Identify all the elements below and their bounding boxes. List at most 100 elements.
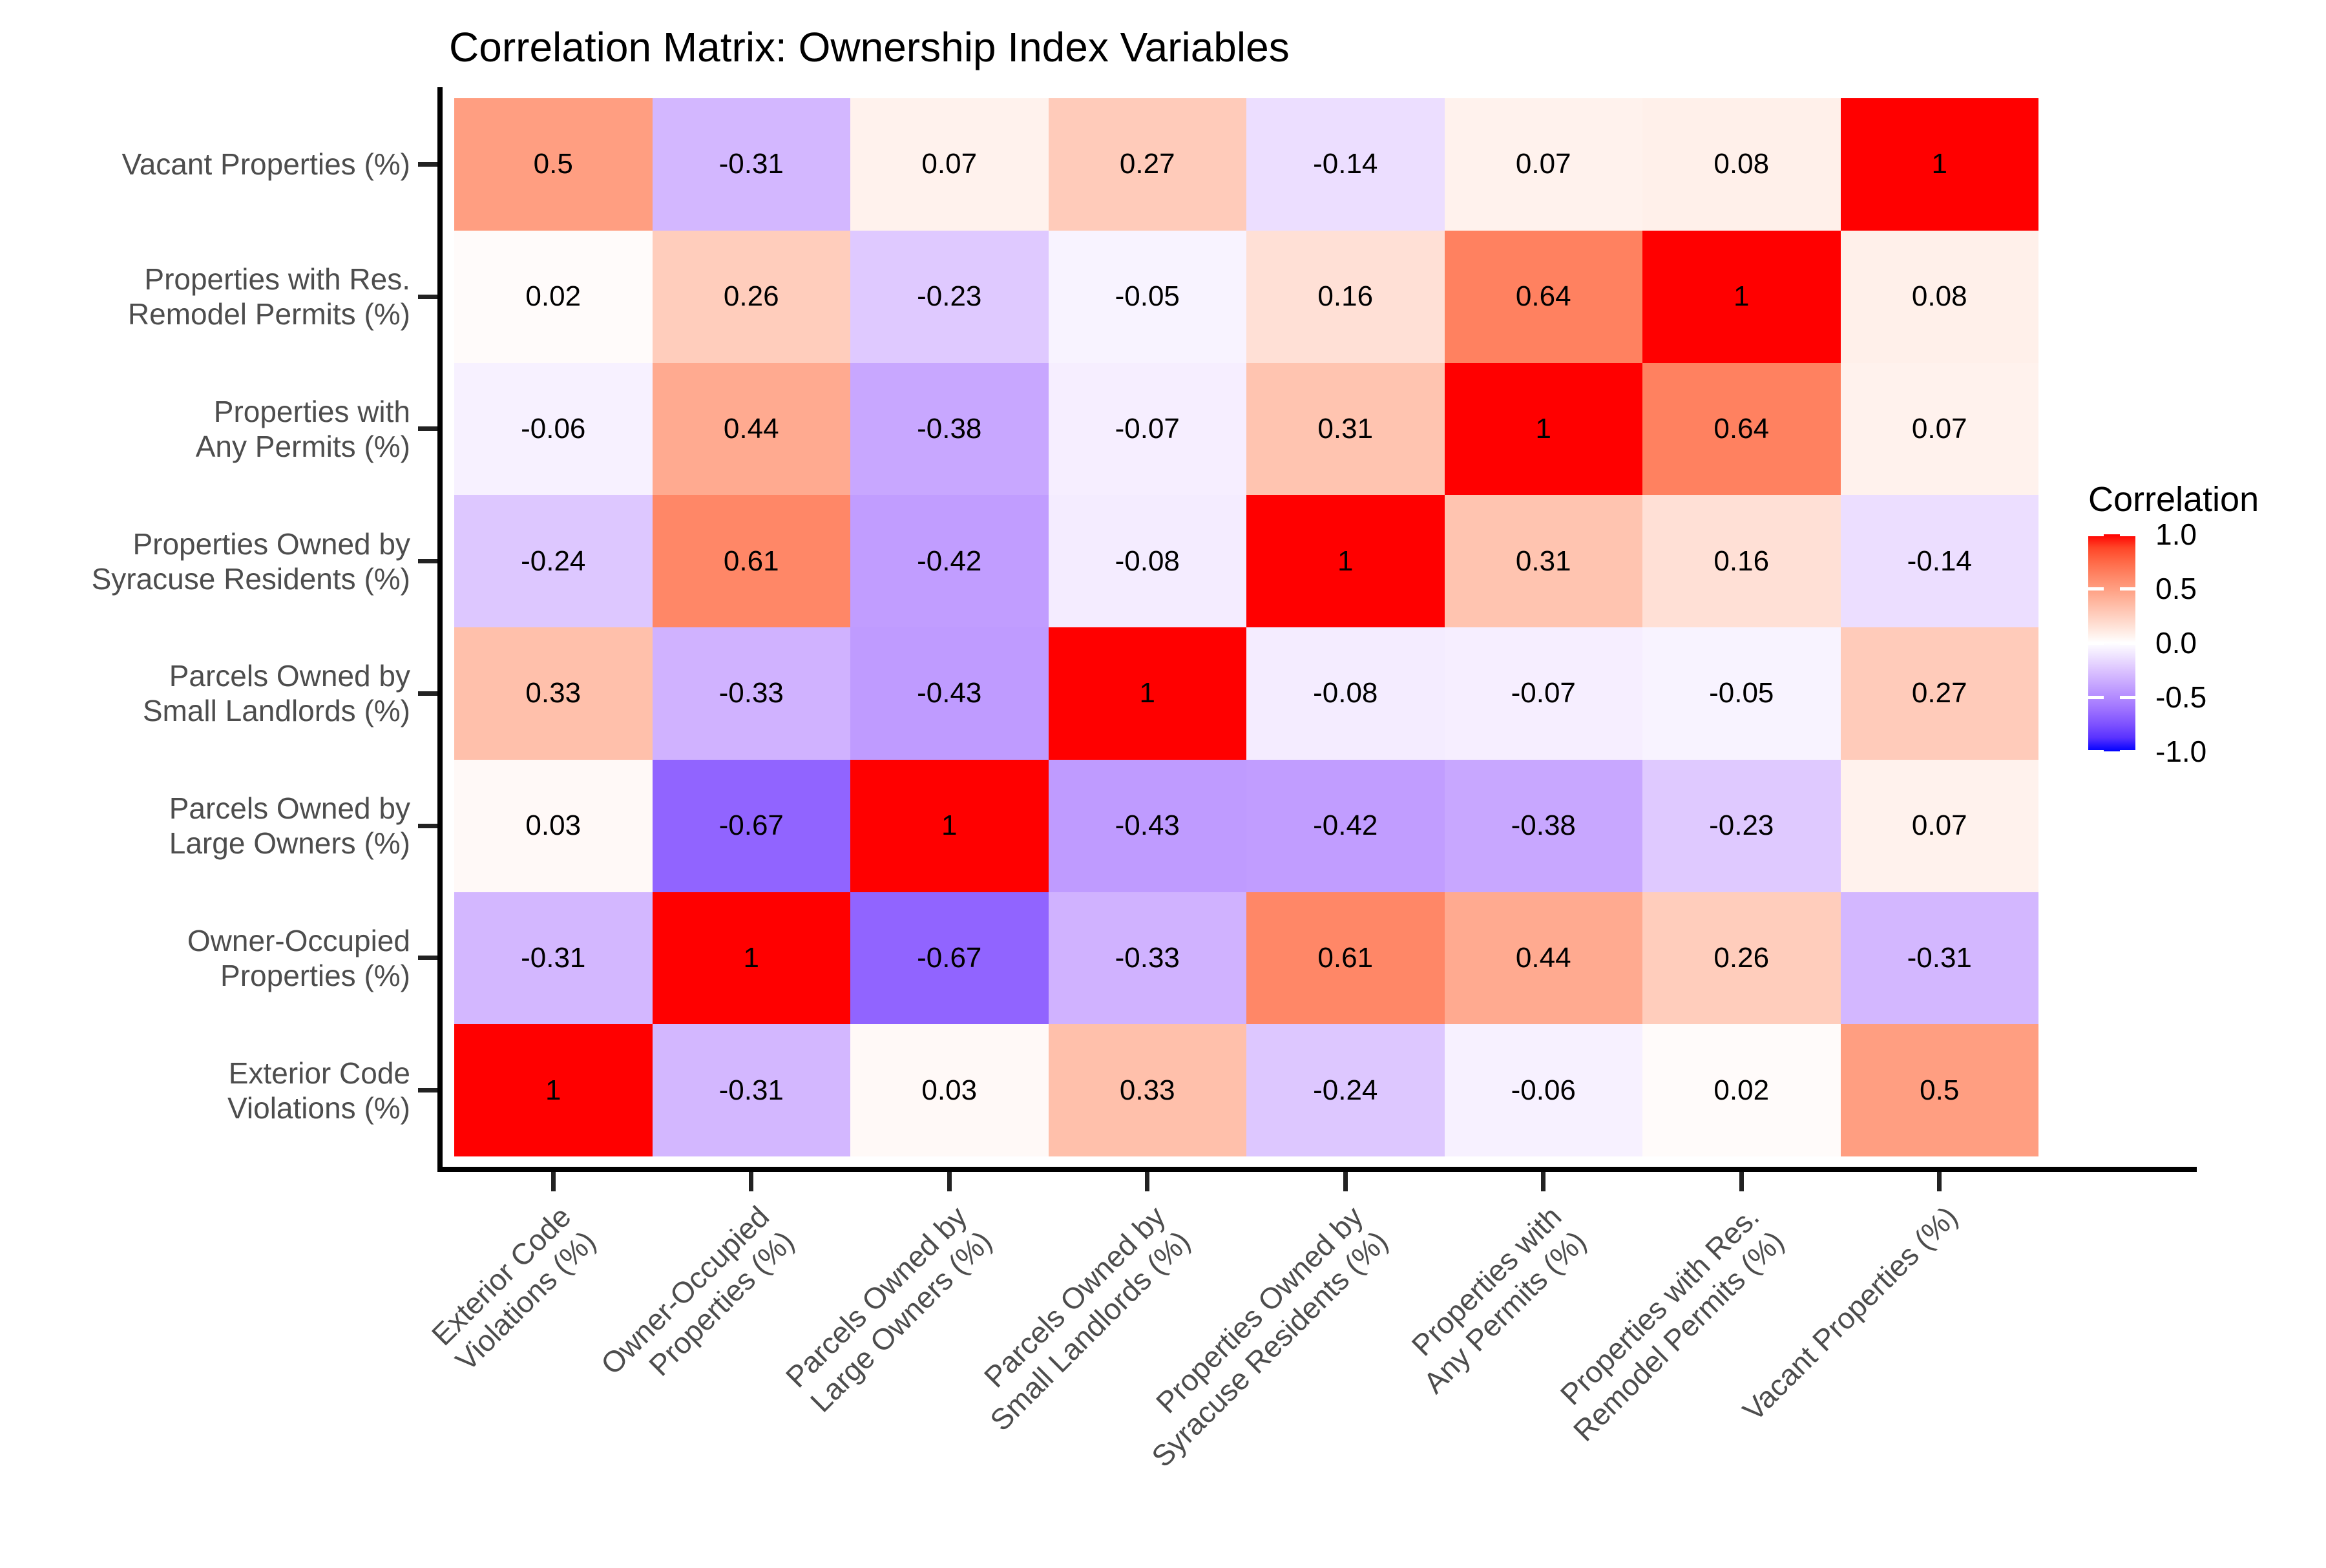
legend-tick-mark — [2120, 749, 2135, 753]
heatmap-cell-r2-c8: 0.08 — [1840, 230, 2038, 363]
heatmap-cell-r4-c3: -0.42 — [850, 495, 1049, 627]
x-axis-tick — [1739, 1172, 1744, 1191]
x-axis-label: Properties with Any Permits (%) — [1405, 1199, 1593, 1400]
legend-tick-mark — [2088, 749, 2104, 753]
y-axis-label: Parcels Owned by Large Owners (%) — [169, 791, 410, 861]
heatmap-cell-r4-c6: 0.31 — [1444, 495, 1642, 627]
heatmap-cell-r7-c4: -0.33 — [1048, 892, 1246, 1025]
legend-tick-mark — [2120, 532, 2135, 536]
y-axis-label: Properties Owned by Syracuse Residents (… — [91, 527, 410, 596]
legend-tick-label: -0.5 — [2155, 680, 2207, 714]
heatmap-cell-r8-c3: 0.03 — [850, 1024, 1049, 1156]
legend-tick-mark — [2120, 587, 2135, 591]
heatmap-cell-r7-c5: 0.61 — [1246, 892, 1445, 1025]
heatmap-panel: 0.5 -0.31 0.07 0.27 -0.14 0.07 0.08 1 0.02 0.26 -0… — [454, 98, 2038, 1156]
heatmap-cell-r8-c7: 0.02 — [1642, 1024, 1841, 1156]
y-axis-label: Vacant Properties (%) — [121, 147, 410, 182]
y-axis-tick — [418, 956, 437, 961]
y-axis-tick — [418, 559, 437, 564]
legend-tick-label: 1.0 — [2155, 517, 2197, 551]
y-axis-label: Exterior Code Violations (%) — [227, 1056, 410, 1125]
heatmap-cell-r3-c5: 0.31 — [1246, 362, 1445, 496]
heatmap-cell-r1-c7: 0.08 — [1642, 98, 1841, 231]
y-axis-label: Owner-Occupied Properties (%) — [187, 923, 410, 992]
heatmap-cell-r4-c5: 1 — [1246, 495, 1445, 627]
y-axis-line — [437, 87, 443, 1172]
heatmap-cell-r2-c3: -0.23 — [850, 230, 1049, 363]
heatmap-cell-r3-c6: 1 — [1444, 362, 1642, 496]
heatmap-cell-r1-c5: -0.14 — [1246, 98, 1445, 231]
heatmap-cell-r5-c5: -0.08 — [1246, 627, 1445, 760]
heatmap-cell-r3-c1: -0.06 — [454, 362, 653, 496]
legend-tick-mark — [2120, 695, 2135, 699]
x-axis-label: Parcels Owned by Large Owners (%) — [779, 1199, 998, 1419]
heatmap-cell-r7-c7: 0.26 — [1642, 892, 1841, 1025]
heatmap-cell-r7-c1: -0.31 — [454, 892, 653, 1025]
x-axis-tick — [749, 1172, 754, 1191]
heatmap-cell-r8-c4: 0.33 — [1048, 1024, 1246, 1156]
x-axis-label: Properties Owned by Syracuse Residents (… — [1145, 1199, 1394, 1474]
heatmap-cell-r1-c4: 0.27 — [1048, 98, 1246, 231]
x-axis-label: Properties with Res. Remodel Permits (%) — [1553, 1199, 1790, 1448]
heatmap-cell-r6-c4: -0.43 — [1048, 759, 1246, 892]
heatmap-cell-r4-c2: 0.61 — [652, 495, 850, 627]
heatmap-cell-r7-c8: -0.31 — [1840, 892, 2038, 1025]
heatmap-cell-r1-c1: 0.5 — [454, 98, 653, 231]
heatmap-cell-r3-c2: 0.44 — [652, 362, 850, 496]
heatmap-cell-r7-c3: -0.67 — [850, 892, 1049, 1025]
heatmap-cell-r2-c2: 0.26 — [652, 230, 850, 363]
heatmap-cell-r2-c6: 0.64 — [1444, 230, 1642, 363]
x-axis-tick — [550, 1172, 556, 1191]
heatmap-cell-r2-c5: 0.16 — [1246, 230, 1445, 363]
heatmap-cell-r5-c6: -0.07 — [1444, 627, 1642, 760]
y-axis-tick — [418, 823, 437, 828]
heatmap-cell-r1-c8: 1 — [1840, 98, 2038, 231]
y-axis-label: Parcels Owned by Small Landlords (%) — [142, 659, 410, 728]
heatmap-cell-r4-c8: -0.14 — [1840, 495, 2038, 627]
heatmap-cell-r6-c6: -0.38 — [1444, 759, 1642, 892]
heatmap-cell-r8-c5: -0.24 — [1246, 1024, 1445, 1156]
heatmap-cell-r6-c7: -0.23 — [1642, 759, 1841, 892]
heatmap-cell-r5-c2: -0.33 — [652, 627, 850, 760]
x-axis-tick — [947, 1172, 952, 1191]
heatmap-cell-r2-c4: -0.05 — [1048, 230, 1246, 363]
y-axis-label: Properties with Res. Remodel Permits (%) — [127, 262, 410, 331]
x-axis-label: Exterior Code Violations (%) — [425, 1199, 602, 1377]
x-axis-tick — [1343, 1172, 1348, 1191]
y-axis-tick — [418, 294, 437, 299]
x-axis-line — [437, 1167, 2197, 1172]
legend-tick-mark — [2120, 641, 2135, 645]
legend-tick-mark — [2088, 587, 2104, 591]
heatmap-cell-r4-c4: -0.08 — [1048, 495, 1246, 627]
heatmap-cell-r8-c1: 1 — [454, 1024, 653, 1156]
heatmap-cell-r6-c3: 1 — [850, 759, 1049, 892]
heatmap-cell-r6-c1: 0.03 — [454, 759, 653, 892]
chart-title: Correlation Matrix: Ownership Index Vari… — [449, 24, 1290, 70]
heatmap-cell-r2-c7: 1 — [1642, 230, 1841, 363]
heatmap-cell-r5-c8: 0.27 — [1840, 627, 2038, 760]
heatmap-cell-r7-c6: 0.44 — [1444, 892, 1642, 1025]
heatmap-cell-r6-c8: 0.07 — [1840, 759, 2038, 892]
heatmap-cell-r7-c2: 1 — [652, 892, 850, 1025]
x-axis-tick — [1541, 1172, 1546, 1191]
y-axis-tick — [418, 691, 437, 696]
heatmap-cell-r5-c4: 1 — [1048, 627, 1246, 760]
heatmap-cell-r8-c6: -0.06 — [1444, 1024, 1642, 1156]
heatmap-cell-r3-c4: -0.07 — [1048, 362, 1246, 496]
heatmap-cell-r1-c2: -0.31 — [652, 98, 850, 231]
heatmap-cell-r1-c3: 0.07 — [850, 98, 1049, 231]
heatmap-cell-r5-c3: -0.43 — [850, 627, 1049, 760]
legend-tick-mark — [2088, 695, 2104, 699]
x-axis-label: Parcels Owned by Small Landlords (%) — [977, 1199, 1197, 1437]
heatmap-cell-r3-c7: 0.64 — [1642, 362, 1841, 496]
x-axis-label: Owner-Occupied Properties (%) — [594, 1199, 801, 1383]
y-axis-tick — [418, 162, 437, 167]
heatmap-cell-r2-c1: 0.02 — [454, 230, 653, 363]
legend-tick-mark — [2088, 641, 2104, 645]
heatmap-cell-r4-c7: 0.16 — [1642, 495, 1841, 627]
heatmap-cell-r8-c2: -0.31 — [652, 1024, 850, 1156]
legend-tick-label: 0.0 — [2155, 626, 2197, 660]
x-axis-tick — [1937, 1172, 1942, 1191]
heatmap-cell-r6-c5: -0.42 — [1246, 759, 1445, 892]
